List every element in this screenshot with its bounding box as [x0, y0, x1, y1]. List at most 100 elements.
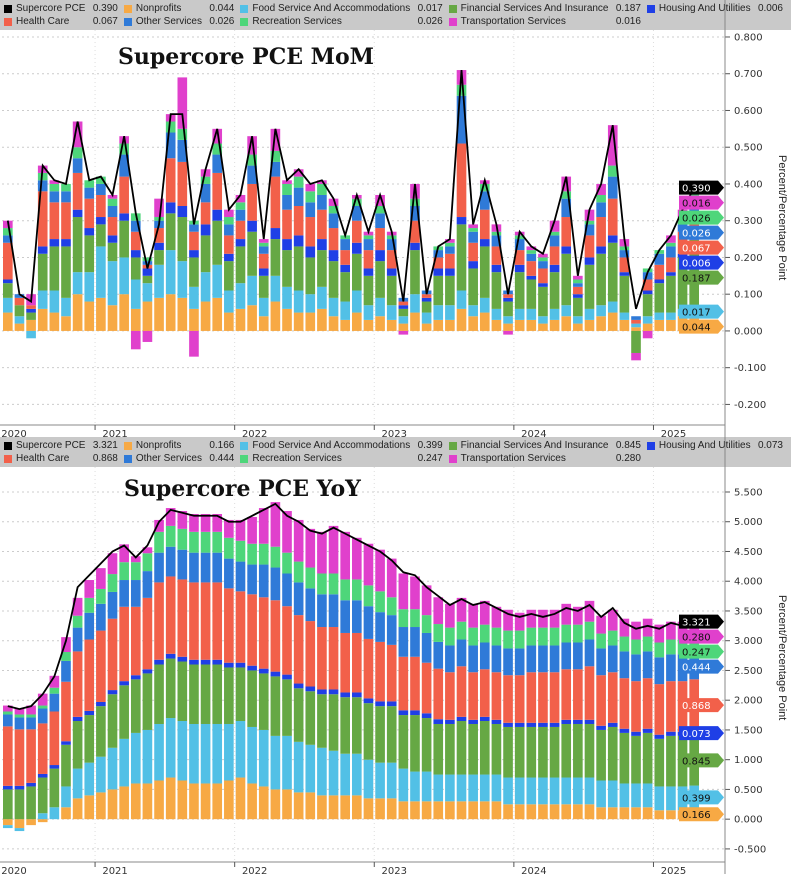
bar-nonprofits [107, 305, 118, 331]
legend-label: Food Service And Accommodations [252, 440, 411, 451]
bar-other-services [49, 693, 60, 712]
bar-housing-and-utilities [235, 239, 246, 247]
bar-nonprofits [61, 316, 71, 331]
bar-financial-services-and-insurance [549, 272, 560, 309]
bar-financial-services-and-insurance [468, 723, 478, 775]
value-flag-label: 3.321 [682, 618, 711, 629]
bar-other-services [666, 654, 676, 682]
legend-swatch-food-service-and-accommodations [240, 4, 249, 13]
x-tick-label: 2023 [382, 429, 407, 440]
bar-transportation-services [49, 180, 60, 184]
bar-health-care [352, 220, 362, 243]
bar-other-services [479, 642, 490, 670]
bar-food-service-and-accommodations [130, 279, 141, 309]
y-tick-label: 0.400 [734, 179, 763, 190]
bar-other-services [212, 154, 223, 173]
y-tick-label: 0.000 [734, 326, 763, 337]
bar-financial-services-and-insurance [526, 279, 537, 309]
bar-health-care [340, 632, 350, 693]
bar-health-care [177, 161, 188, 207]
bar-other-services [468, 231, 478, 243]
value-flag-recreation-services [679, 644, 724, 659]
bar-nonprofits [514, 804, 525, 820]
bar-nonprofits [654, 319, 665, 331]
bar-transportation-services [363, 543, 374, 586]
legend-label: Transportation Services [460, 16, 566, 27]
bar-food-service-and-accommodations [165, 718, 176, 778]
bar-housing-and-utilities [328, 689, 339, 695]
legend-yoy: Supercore PCE 3.321 Nonprofits 0.166 Food Se… [0, 437, 791, 467]
bar-housing-and-utilities [468, 719, 478, 724]
legend-swatch-supercore-pce [4, 441, 12, 450]
bar-transportation-services [538, 609, 548, 628]
bar-financial-services-and-insurance [317, 250, 327, 287]
bar-other-services [37, 708, 48, 724]
bar-housing-and-utilities [282, 239, 292, 251]
legend-label: Housing And Utilities [658, 3, 751, 14]
bar-health-care [247, 183, 257, 221]
bar-transportation-services [130, 330, 141, 350]
value-flag-label: 0.399 [682, 793, 711, 804]
value-flag-label: 0.044 [682, 323, 711, 334]
bar-recreation-services [573, 624, 583, 643]
bar-food-service-and-accommodations [607, 301, 618, 313]
bar-food-service-and-accommodations [654, 312, 665, 320]
bar-other-services [491, 235, 502, 247]
bar-financial-services-and-insurance [258, 673, 269, 730]
bar-nonprofits [26, 819, 36, 826]
bar-food-service-and-accommodations [596, 780, 606, 808]
y-tick-label: 0.000 [734, 815, 763, 826]
bar-recreation-services [247, 543, 257, 565]
bar-financial-services-and-insurance [607, 242, 618, 302]
bar-housing-and-utilities [165, 653, 176, 659]
bar-housing-and-utilities [421, 297, 432, 302]
bar-other-services [119, 154, 129, 177]
bar-housing-and-utilities [421, 713, 432, 719]
bar-transportation-services [130, 556, 141, 563]
value-flag-label: 0.017 [682, 308, 711, 319]
bar-nonprofits [538, 323, 548, 331]
bar-housing-and-utilities [212, 659, 223, 665]
bar-transportation-services [61, 637, 71, 653]
bar-other-services [491, 645, 502, 673]
y-tick-label: 0.700 [734, 69, 763, 80]
value-flag-label: 0.006 [682, 259, 711, 270]
bar-health-care [433, 257, 444, 269]
x-tick-label: 2021 [102, 866, 127, 877]
bar-housing-and-utilities [631, 731, 641, 736]
bar-nonprofits [270, 789, 281, 820]
bar-financial-services-and-insurance [189, 257, 199, 287]
bar-food-service-and-accommodations [421, 771, 432, 802]
bar-financial-services-and-insurance [352, 253, 362, 291]
bar-transportation-services [410, 576, 420, 610]
bar-food-service-and-accommodations [433, 305, 444, 320]
bar-housing-and-utilities [573, 719, 583, 724]
bar-other-services [549, 645, 560, 673]
bar-food-service-and-accommodations [619, 312, 630, 320]
bar-housing-and-utilities [549, 722, 560, 727]
bar-recreation-services [96, 176, 106, 184]
bar-housing-and-utilities [561, 719, 572, 724]
bar-financial-services-and-insurance [96, 706, 106, 757]
bar-transportation-services [305, 183, 316, 192]
bar-health-care [642, 279, 653, 291]
bar-transportation-services [491, 606, 502, 628]
bar-transportation-services [235, 194, 246, 203]
bar-recreation-services [666, 242, 676, 247]
bar-recreation-services [235, 202, 246, 210]
bar-housing-and-utilities [433, 719, 444, 724]
x-tick-label: 2025 [661, 866, 686, 877]
bar-other-services [433, 641, 444, 669]
bar-housing-and-utilities [200, 659, 211, 665]
bar-housing-and-utilities [479, 716, 490, 722]
bar-housing-and-utilities [642, 290, 653, 295]
bar-health-care [491, 246, 502, 265]
bar-nonprofits [410, 312, 420, 331]
bar-nonprofits [37, 308, 48, 331]
bar-transportation-services [282, 180, 292, 184]
bar-other-services [37, 180, 48, 192]
bar-transportation-services [177, 511, 188, 529]
bar-financial-services-and-insurance [247, 670, 257, 727]
bar-food-service-and-accommodations [538, 777, 548, 805]
